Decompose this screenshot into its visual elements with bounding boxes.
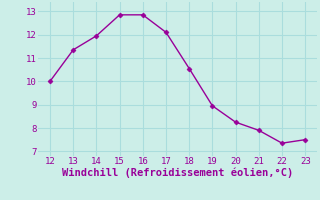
X-axis label: Windchill (Refroidissement éolien,°C): Windchill (Refroidissement éolien,°C)	[62, 168, 293, 178]
